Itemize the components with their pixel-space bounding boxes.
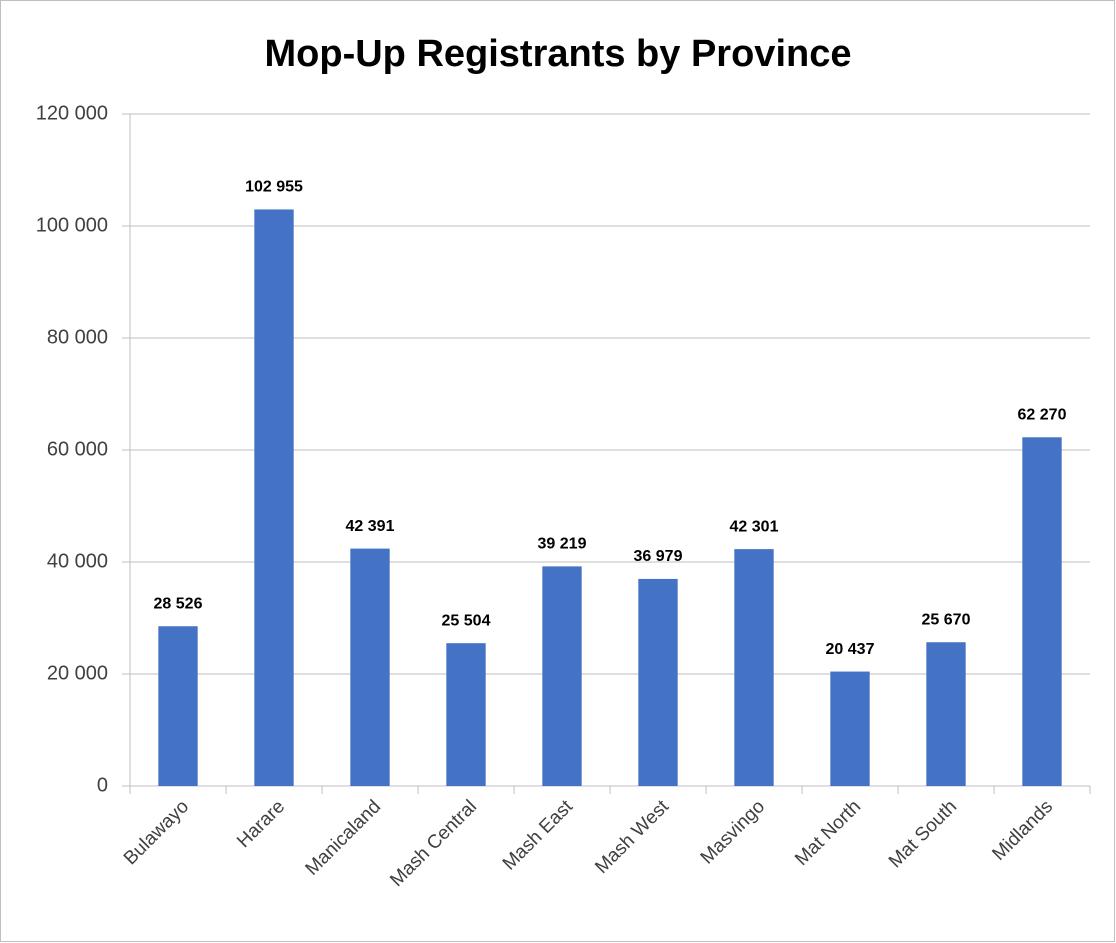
y-tick-label: 80 000 xyxy=(47,326,108,348)
value-label: 25 670 xyxy=(922,611,971,628)
bar xyxy=(350,548,390,786)
chart-title: Mop-Up Registrants by Province xyxy=(265,33,852,75)
bar xyxy=(638,578,678,786)
bar xyxy=(542,566,582,786)
value-label: 39 219 xyxy=(538,536,587,553)
value-label: 42 391 xyxy=(346,518,395,535)
bar xyxy=(1022,437,1062,786)
y-tick-label: 0 xyxy=(97,774,108,796)
value-label: 28 526 xyxy=(154,595,203,612)
y-tick-label: 60 000 xyxy=(47,438,108,460)
value-label: 102 955 xyxy=(245,179,303,196)
y-tick-label: 120 000 xyxy=(36,102,108,124)
value-label: 20 437 xyxy=(826,641,875,658)
bar xyxy=(254,209,294,786)
value-label: 36 979 xyxy=(634,548,683,565)
value-label: 25 504 xyxy=(442,612,491,629)
bar xyxy=(830,671,870,786)
value-label: 62 270 xyxy=(1018,407,1067,424)
bar xyxy=(446,643,486,786)
bar xyxy=(926,642,966,786)
value-label: 42 301 xyxy=(730,518,779,535)
bar xyxy=(158,626,198,786)
y-tick-label: 40 000 xyxy=(47,550,108,572)
y-tick-label: 100 000 xyxy=(36,214,108,236)
bar xyxy=(734,549,774,786)
y-tick-label: 20 000 xyxy=(47,662,108,684)
